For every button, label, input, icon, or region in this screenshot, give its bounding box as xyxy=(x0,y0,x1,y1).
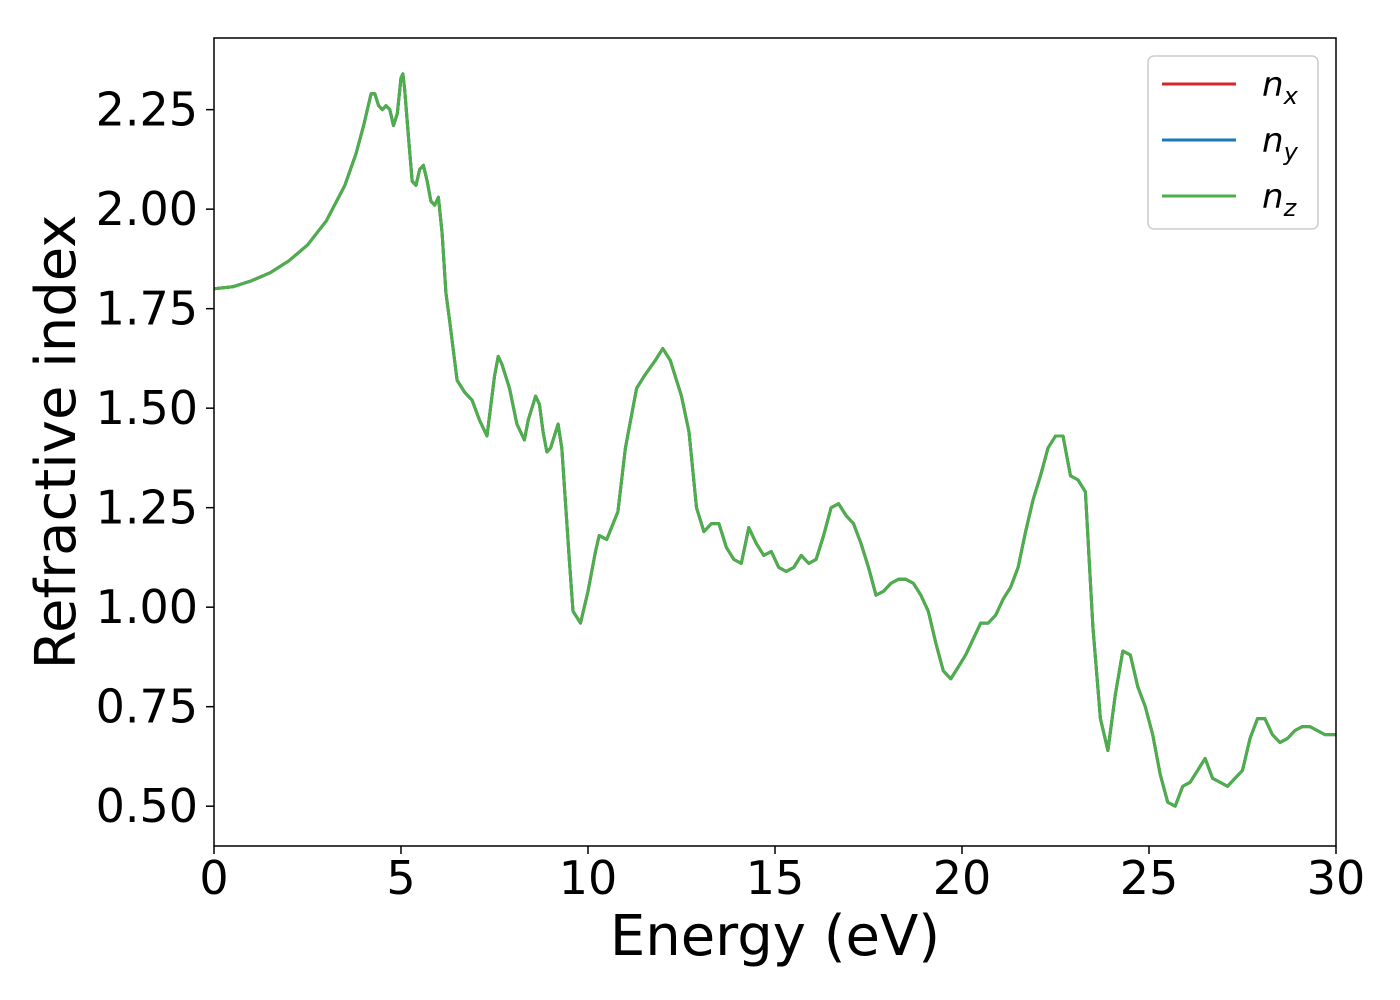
x-tick-label: 20 xyxy=(933,851,992,905)
x-tick-label: 5 xyxy=(386,851,415,905)
legend-box xyxy=(1147,55,1319,230)
x-tick-label: 25 xyxy=(1120,851,1179,905)
y-tick-label: 1.75 xyxy=(96,282,198,336)
y-tick-label: 1.25 xyxy=(96,481,198,535)
x-tick-label: 15 xyxy=(746,851,805,905)
x-tick-label: 10 xyxy=(559,851,618,905)
legend: nx ny nz xyxy=(1147,55,1319,230)
y-tick-label: 0.50 xyxy=(96,779,198,833)
x-tick-label: 30 xyxy=(1307,851,1366,905)
y-tick-label: 0.75 xyxy=(96,680,198,734)
y-tick-label: 1.50 xyxy=(96,381,198,435)
x-axis-ticks: 0 5 10 15 20 25 30 xyxy=(199,846,1365,905)
y-axis-ticks: 0.50 0.75 1.00 1.25 1.50 1.75 2.00 2.25 xyxy=(96,83,214,833)
series-line-nz xyxy=(213,72,1336,808)
x-axis-label: Energy (eV) xyxy=(610,904,940,969)
legend-label: nz xyxy=(1262,177,1298,222)
y-tick-label: 2.00 xyxy=(96,182,198,236)
plot-lines xyxy=(213,72,1336,808)
y-tick-label: 1.00 xyxy=(96,580,198,634)
legend-label: ny xyxy=(1262,121,1299,166)
legend-label: nx xyxy=(1262,65,1299,110)
y-axis-label: Refractive index xyxy=(24,215,89,670)
y-tick-label: 2.25 xyxy=(96,83,198,137)
x-tick-label: 0 xyxy=(199,851,228,905)
